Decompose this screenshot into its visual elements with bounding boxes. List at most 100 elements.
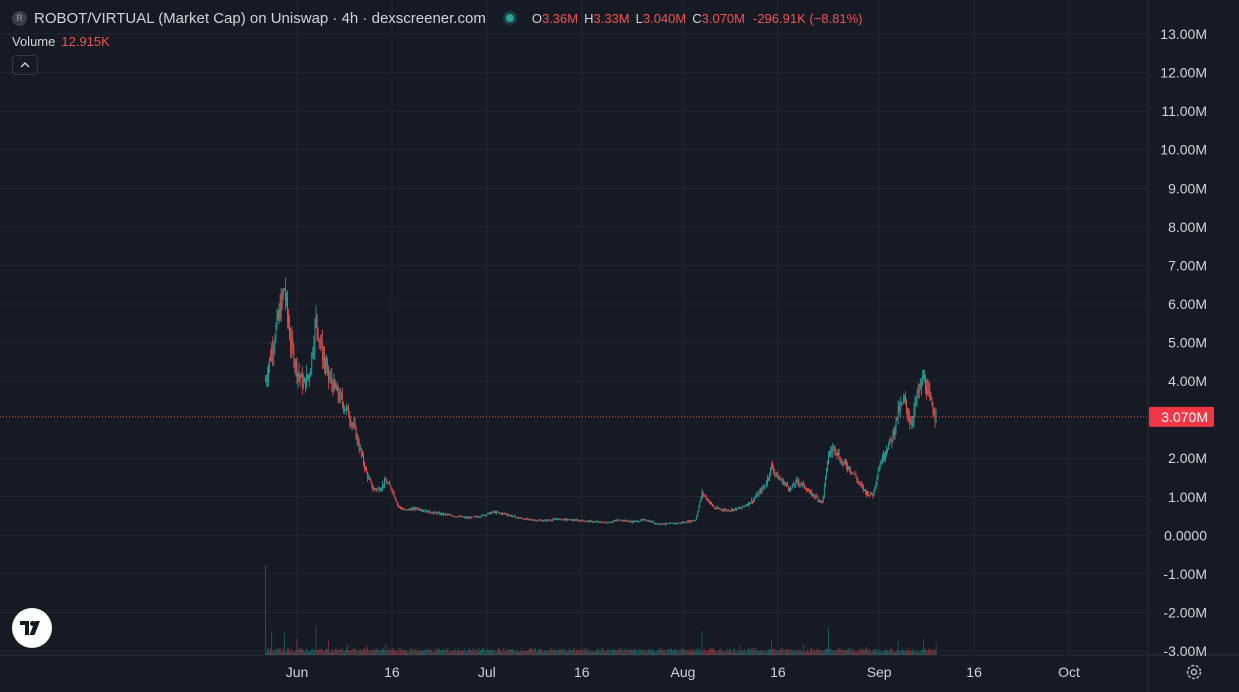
volume-bar bbox=[932, 650, 934, 655]
candle-body bbox=[447, 514, 449, 516]
volume-bar bbox=[768, 649, 769, 655]
volume-bar bbox=[683, 648, 685, 655]
ohlc-open-key: O bbox=[531, 10, 542, 26]
volume-bar bbox=[674, 649, 675, 655]
candle-body bbox=[789, 488, 790, 491]
volume-bar bbox=[732, 652, 733, 655]
volume-bar bbox=[484, 649, 486, 655]
volume-bar bbox=[920, 650, 922, 655]
volume-bar bbox=[733, 648, 734, 655]
tradingview-logo-icon[interactable] bbox=[12, 608, 52, 648]
volume-bar bbox=[353, 649, 355, 655]
volume-bar bbox=[269, 651, 270, 655]
candle-body bbox=[830, 451, 832, 453]
y-tick-label: 2.00M bbox=[1168, 450, 1207, 466]
volume-bar bbox=[363, 647, 364, 655]
candle-body bbox=[319, 340, 321, 344]
candle-body bbox=[782, 479, 784, 485]
volume-bar bbox=[838, 648, 840, 655]
candle-body bbox=[403, 509, 404, 510]
candle-body bbox=[513, 515, 515, 517]
candle-body bbox=[334, 380, 336, 387]
candle-body bbox=[731, 509, 732, 511]
candle-body bbox=[332, 383, 334, 391]
volume-bar bbox=[387, 649, 389, 655]
candle-body bbox=[272, 349, 274, 353]
candle-body bbox=[371, 482, 373, 488]
candle-body bbox=[547, 519, 549, 521]
candle-body bbox=[820, 500, 822, 502]
candle-body bbox=[760, 490, 762, 492]
candle-body bbox=[783, 483, 785, 485]
candle-body bbox=[886, 451, 887, 453]
candle-body bbox=[663, 524, 665, 526]
volume-bar bbox=[614, 650, 615, 655]
volume-bar bbox=[277, 650, 279, 655]
candle-body bbox=[878, 467, 880, 472]
volume-bar bbox=[386, 651, 388, 655]
chart-settings-button[interactable] bbox=[1183, 661, 1205, 683]
candle-body bbox=[454, 516, 456, 518]
volume-bar bbox=[511, 649, 513, 655]
volume-bar bbox=[691, 651, 692, 655]
candle-body bbox=[684, 522, 686, 523]
candle-body bbox=[870, 492, 872, 495]
candle-body bbox=[594, 521, 595, 523]
volume-bar bbox=[813, 648, 815, 655]
volume-bar bbox=[714, 649, 716, 655]
candle-body bbox=[537, 520, 538, 522]
collapse-legend-button[interactable] bbox=[12, 55, 38, 75]
candle-body bbox=[381, 488, 382, 490]
volume-bar bbox=[698, 647, 700, 655]
candle-body bbox=[686, 521, 688, 523]
volume-bar bbox=[331, 648, 333, 655]
volume-bar bbox=[348, 650, 350, 655]
candle-body bbox=[692, 520, 693, 522]
x-tick-label: 16 bbox=[384, 664, 400, 680]
volume-bar bbox=[330, 652, 332, 655]
candle-body bbox=[346, 407, 347, 410]
volume-bar bbox=[710, 648, 711, 655]
candle-body bbox=[841, 461, 843, 464]
candle-body bbox=[673, 523, 674, 524]
candle-body bbox=[474, 516, 476, 518]
candle-body bbox=[765, 483, 767, 487]
volume-bar bbox=[456, 650, 458, 655]
candle-body bbox=[908, 415, 910, 419]
candle-body bbox=[492, 511, 494, 513]
volume-bar bbox=[620, 648, 622, 655]
candle-body bbox=[788, 486, 789, 489]
volume-bar bbox=[822, 650, 824, 655]
volume-bar bbox=[933, 648, 935, 655]
ohlc-low-value: 3.040M bbox=[642, 10, 687, 26]
candle-body bbox=[628, 520, 630, 522]
volume-bar bbox=[591, 651, 593, 655]
candle-body bbox=[748, 502, 749, 506]
volume-bar bbox=[378, 650, 380, 655]
volume-bar bbox=[885, 648, 886, 655]
volume-bar bbox=[695, 651, 697, 655]
volume-bar bbox=[851, 648, 853, 655]
volume-bar bbox=[748, 647, 749, 655]
volume-bar bbox=[498, 648, 499, 655]
volume-bar bbox=[858, 649, 860, 655]
candle-body bbox=[769, 474, 770, 478]
candle-body bbox=[301, 374, 303, 388]
volume-bar bbox=[723, 650, 725, 655]
candle-body bbox=[893, 431, 895, 435]
volume-bar bbox=[567, 651, 569, 655]
candle-body bbox=[551, 519, 553, 521]
candle-body bbox=[466, 517, 468, 519]
volume-bar bbox=[865, 648, 866, 655]
volume-bar bbox=[604, 649, 606, 655]
candle-body bbox=[543, 520, 545, 522]
volume-bar bbox=[623, 651, 625, 655]
volume-bar bbox=[327, 649, 328, 655]
candle-body bbox=[604, 521, 606, 523]
candle-body bbox=[827, 463, 828, 468]
volume-bar bbox=[328, 640, 330, 655]
candle-body bbox=[739, 508, 741, 509]
candle-body bbox=[909, 418, 911, 423]
candle-body bbox=[653, 521, 654, 523]
